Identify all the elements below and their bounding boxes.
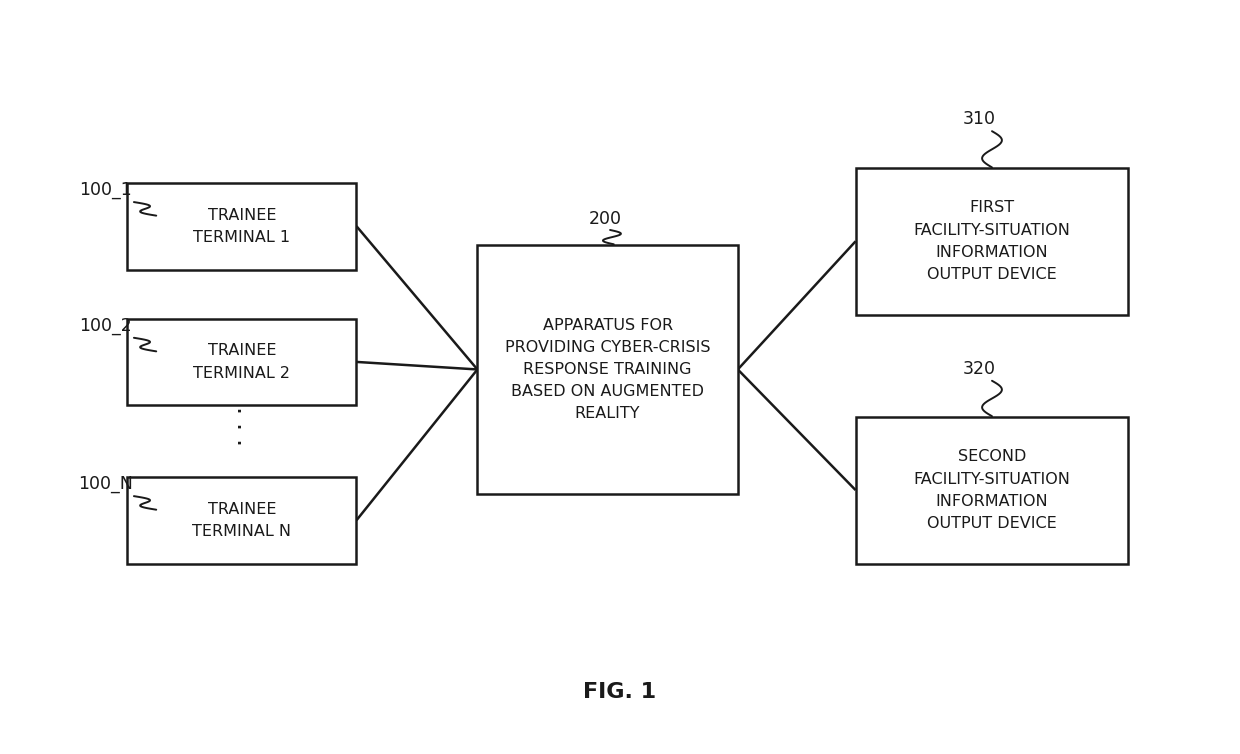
Text: 320: 320 xyxy=(963,360,996,379)
Bar xyxy=(856,167,1128,315)
Text: 200: 200 xyxy=(589,210,621,228)
Text: FIG. 1: FIG. 1 xyxy=(584,682,656,702)
Text: TRAINEE
TERMINAL N: TRAINEE TERMINAL N xyxy=(192,501,291,539)
Text: · · ·: · · · xyxy=(229,406,254,446)
Text: 100_1: 100_1 xyxy=(79,181,131,199)
Text: SECOND
FACILITY-SITUATION
INFORMATION
OUTPUT DEVICE: SECOND FACILITY-SITUATION INFORMATION OU… xyxy=(914,449,1070,531)
Text: TRAINEE
TERMINAL 1: TRAINEE TERMINAL 1 xyxy=(193,207,290,245)
Bar xyxy=(477,245,738,494)
Bar xyxy=(128,318,357,406)
Bar xyxy=(128,477,357,564)
Text: 310: 310 xyxy=(963,110,996,128)
Text: TRAINEE
TERMINAL 2: TRAINEE TERMINAL 2 xyxy=(193,343,290,381)
Text: 100_N: 100_N xyxy=(78,475,133,493)
Bar xyxy=(856,416,1128,564)
Text: 100_2: 100_2 xyxy=(79,317,131,335)
Bar xyxy=(128,183,357,270)
Text: APPARATUS FOR
PROVIDING CYBER-CRISIS
RESPONSE TRAINING
BASED ON AUGMENTED
REALIT: APPARATUS FOR PROVIDING CYBER-CRISIS RES… xyxy=(505,317,711,421)
Text: FIRST
FACILITY-SITUATION
INFORMATION
OUTPUT DEVICE: FIRST FACILITY-SITUATION INFORMATION OUT… xyxy=(914,201,1070,282)
